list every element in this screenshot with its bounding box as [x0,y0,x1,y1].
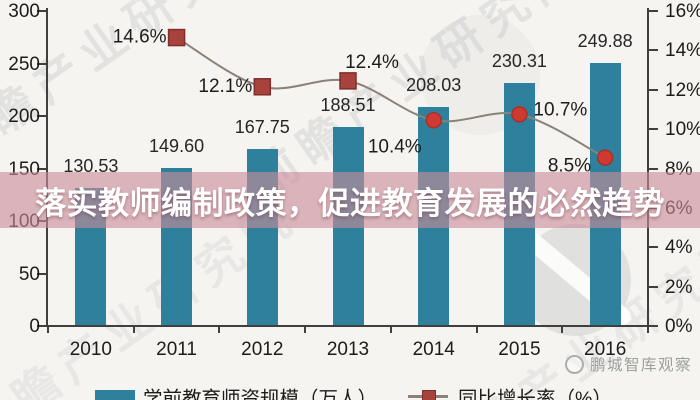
growth-marker-2013 [339,72,357,90]
bar-value-label: 130.53 [63,155,119,176]
left-axis-tick-label: 0 [29,316,40,337]
publisher-watermark: 鹏城智库观察 [564,353,692,375]
growth-marker-2015 [511,106,528,123]
right-axis-tick [649,128,658,131]
left-axis-tick [37,10,46,12]
left-axis-tick [37,62,46,65]
left-axis-tick-label: 50 [18,263,40,285]
x-axis-line [46,325,649,327]
right-axis-tick-label: 12% [665,79,700,101]
x-axis-tick [218,327,221,333]
right-axis-tick [649,285,658,288]
growth-value-label: 10.4% [368,136,422,157]
left-axis-tick [37,325,46,327]
x-axis-year-label: 2010 [69,339,112,360]
x-axis-year-label: 2011 [156,339,197,360]
right-axis-tick [649,325,658,327]
headline-title: 落实教师编制政策，促进教育发展的必然趋势 [35,185,665,221]
legend-line-label: 同比增长率（%） [458,388,612,400]
x-axis-year-label: 2016 [584,339,627,360]
x-axis-tick [475,327,478,333]
legend-item-line: 同比增长率（%） [408,382,612,400]
legend-item-bar: 学前教育师资规模（万人） [95,382,377,400]
bar-value-label: 167.75 [234,116,290,137]
growth-marker-2012 [253,78,272,96]
right-axis-tick-label: 14% [665,40,700,62]
x-axis-tick [132,327,135,333]
right-axis-tick-label: 4% [665,237,693,259]
bar-value-label: 208.03 [406,74,462,95]
right-axis-tick [649,246,658,249]
x-axis-year-label: 2012 [241,339,284,360]
x-axis-tick [47,327,49,333]
right-axis-tick-label: 0% [665,316,693,337]
growth-marker-2014 [425,112,442,129]
left-axis-tick-label: 250 [8,53,40,75]
right-axis-tick-label: 2% [665,276,693,298]
growth-value-label: 12.4% [345,52,399,73]
left-axis-tick [37,115,46,117]
growth-value-label: 14.6% [113,27,167,48]
left-axis-tick [37,272,46,275]
left-axis-tick-label: 300 [8,1,40,22]
right-axis-tick [649,49,658,52]
x-axis-year-label: 2015 [498,339,541,360]
right-axis-line [647,8,649,327]
bar-value-label: 230.31 [491,51,547,72]
right-axis-tick-label: 16% [665,1,700,22]
bar-value-label: 188.51 [320,95,376,116]
right-axis-tick [649,88,658,91]
legend-line-marker-icon [408,390,448,400]
right-axis-tick [649,10,658,12]
x-axis-year-label: 2013 [326,339,370,360]
growth-value-label: 12.1% [198,76,252,97]
headline-banner: 落实教师编制政策，促进教育发展的必然趋势 [0,172,700,228]
legend-bar-label: 学前教育师资规模（万人） [143,388,378,400]
publisher-logo-icon [564,354,584,374]
growth-marker-2011 [167,28,186,47]
bar-value-label: 249.88 [577,30,633,51]
left-axis-line [46,8,48,327]
left-axis-tick-label: 200 [8,106,40,127]
x-axis-tick [389,327,392,333]
x-axis-tick [304,327,307,333]
right-axis-tick-label: 10% [665,119,700,141]
bar-value-label: 149.60 [149,135,205,156]
x-axis-tick [647,327,649,333]
legend-bar-swatch-icon [95,390,135,400]
growth-value-label: 10.7% [533,99,587,120]
growth-marker-2016 [596,149,614,166]
x-axis-year-label: 2014 [412,339,455,360]
growth-value-label: 8.5% [548,156,591,177]
x-axis-tick [561,327,564,333]
publisher-name: 鹏城智库观察 [589,357,692,374]
right-axis-tick [649,167,658,170]
left-axis-tick [37,167,46,170]
